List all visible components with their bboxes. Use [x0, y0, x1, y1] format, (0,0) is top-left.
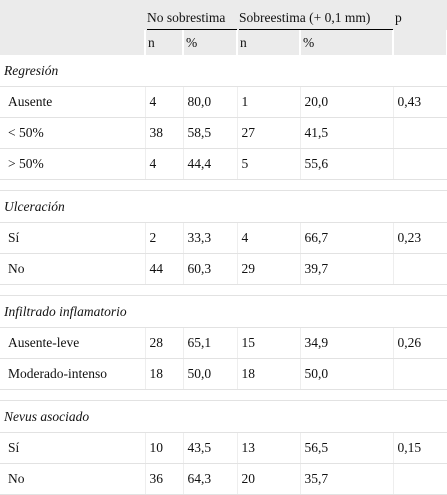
- cell: 55,6: [300, 148, 394, 180]
- row-label: Ausente-leve: [0, 327, 146, 359]
- group-label: No sobrestima: [147, 10, 237, 30]
- data-row: No 36 64,3 20 35,7: [0, 463, 447, 495]
- cell: [393, 253, 447, 285]
- subheader: n: [145, 30, 184, 55]
- cell: 39,7: [300, 253, 394, 285]
- cell: 50,0: [183, 358, 238, 390]
- section-title: Infiltrado inflamatorio: [0, 295, 447, 328]
- cell: [393, 117, 447, 149]
- section-row: Infiltrado inflamatorio: [0, 295, 447, 328]
- row-label: No: [0, 463, 146, 495]
- cell: 36: [145, 463, 184, 495]
- cell: 60,3: [183, 253, 238, 285]
- section-title: Nevus asociado: [0, 400, 447, 433]
- cell: 4: [237, 222, 301, 254]
- group-header: No sobrestima: [145, 0, 237, 30]
- cell: 64,3: [183, 463, 238, 495]
- empty-cell: [0, 30, 146, 55]
- row-label: No: [0, 253, 146, 285]
- cell: 41,5: [300, 117, 394, 149]
- cell: 56,5: [300, 432, 394, 464]
- section-row: Regresión: [0, 55, 447, 87]
- data-row: Ausente-leve 28 65,1 15 34,9 0,26: [0, 327, 447, 359]
- cell: 43,5: [183, 432, 238, 464]
- cell: 35,7: [300, 463, 394, 495]
- cell: 0,26: [393, 327, 447, 359]
- spacer-row: [0, 179, 447, 191]
- cell: 38: [145, 117, 184, 149]
- cell: 0,15: [393, 432, 447, 464]
- spacer-cell: [0, 284, 447, 296]
- data-row: Sí 10 43,5 13 56,5 0,15: [0, 432, 447, 464]
- data-row: < 50% 38 58,5 27 41,5: [0, 117, 447, 149]
- cell: 18: [145, 358, 184, 390]
- cell: 13: [237, 432, 301, 464]
- cell: 4: [145, 86, 184, 118]
- cell: [393, 358, 447, 390]
- cell: 5: [237, 148, 301, 180]
- cell: 18: [237, 358, 301, 390]
- subheader: %: [183, 30, 238, 55]
- cell: 33,3: [183, 222, 238, 254]
- section-row: Ulceración: [0, 190, 447, 223]
- spacer-row: [0, 389, 447, 401]
- cell: 10: [145, 432, 184, 464]
- cell: 44: [145, 253, 184, 285]
- data-row: Moderado-intenso 18 50,0 18 50,0: [0, 358, 447, 390]
- row-label: < 50%: [0, 117, 146, 149]
- section-row: Nevus asociado: [0, 400, 447, 433]
- data-row: Sí 2 33,3 4 66,7 0,23: [0, 222, 447, 254]
- row-label: Sí: [0, 432, 146, 464]
- header-row: No sobrestima Sobreestima (+ 0,1 mm) p: [0, 0, 447, 30]
- cell: [393, 463, 447, 495]
- row-label: > 50%: [0, 148, 146, 180]
- cell: 34,9: [300, 327, 394, 359]
- section-title: Regresión: [0, 55, 447, 87]
- spacer-cell: [0, 389, 447, 401]
- cell: [393, 148, 447, 180]
- group-label: Sobreestima (+ 0,1 mm): [239, 10, 393, 30]
- cell: 4: [145, 148, 184, 180]
- data-row: No 44 60,3 29 39,7: [0, 253, 447, 285]
- cell: 0,23: [393, 222, 447, 254]
- cell: 29: [237, 253, 301, 285]
- cell: 66,7: [300, 222, 394, 254]
- data-row: Ausente 4 80,0 1 20,0 0,43: [0, 86, 447, 118]
- group-header: Sobreestima (+ 0,1 mm): [237, 0, 393, 30]
- subheader: %: [300, 30, 394, 55]
- cell: 58,5: [183, 117, 238, 149]
- p-header: p: [393, 0, 447, 30]
- cell: 27: [237, 117, 301, 149]
- section-title: Ulceración: [0, 190, 447, 223]
- cell: 2: [145, 222, 184, 254]
- row-label: Ausente: [0, 86, 146, 118]
- cell: 15: [237, 327, 301, 359]
- data-row: > 50% 4 44,4 5 55,6: [0, 148, 447, 180]
- row-label: Moderado-intenso: [0, 358, 146, 390]
- cell: 1: [237, 86, 301, 118]
- row-label: Sí: [0, 222, 146, 254]
- spacer-row: [0, 284, 447, 296]
- cell: 80,0: [183, 86, 238, 118]
- empty-cell: [0, 0, 145, 30]
- cell: 20: [237, 463, 301, 495]
- p-label: p: [395, 10, 402, 25]
- empty-cell: [393, 30, 447, 55]
- cell: 65,1: [183, 327, 238, 359]
- subheader: n: [237, 30, 301, 55]
- cell: 28: [145, 327, 184, 359]
- cell: 50,0: [300, 358, 394, 390]
- spacer-cell: [0, 179, 447, 191]
- subheader-row: n % n %: [0, 30, 447, 55]
- cell: 0,43: [393, 86, 447, 118]
- cell: 20,0: [300, 86, 394, 118]
- cell: 44,4: [183, 148, 238, 180]
